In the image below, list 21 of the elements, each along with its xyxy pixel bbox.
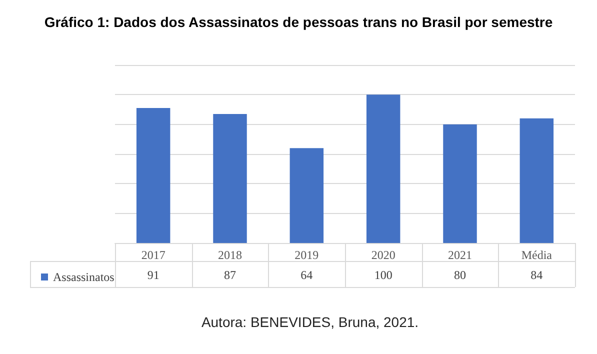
bar: [136, 108, 170, 243]
data-label: 80: [452, 268, 467, 283]
data-label: 84: [530, 268, 544, 283]
chart-title: Gráfico 1: Dados dos Assassinatos de pessoas trans no Brasil por semestre: [43, 14, 554, 30]
x-tick-label: Média: [521, 248, 553, 262]
bar: [290, 148, 324, 243]
legend-label: Assassinatos: [53, 270, 115, 284]
x-tick-label: 2020: [371, 248, 396, 262]
data-label: 100: [373, 268, 394, 283]
x-tick-label: 2018: [218, 248, 242, 262]
bar: [443, 124, 477, 243]
data-label: 64: [300, 268, 314, 283]
bar: [366, 94, 400, 243]
x-tick-label: 2021: [448, 248, 472, 262]
text: Autora: BENEVIDES, Bruna, 2021.: [200, 314, 420, 330]
x-tick-label: 2019: [294, 248, 319, 262]
data-label: 91: [146, 268, 160, 283]
bar: [520, 118, 554, 243]
bar: [213, 114, 247, 243]
x-tick-label: 2017: [141, 248, 166, 262]
data-label: 87: [222, 268, 237, 283]
